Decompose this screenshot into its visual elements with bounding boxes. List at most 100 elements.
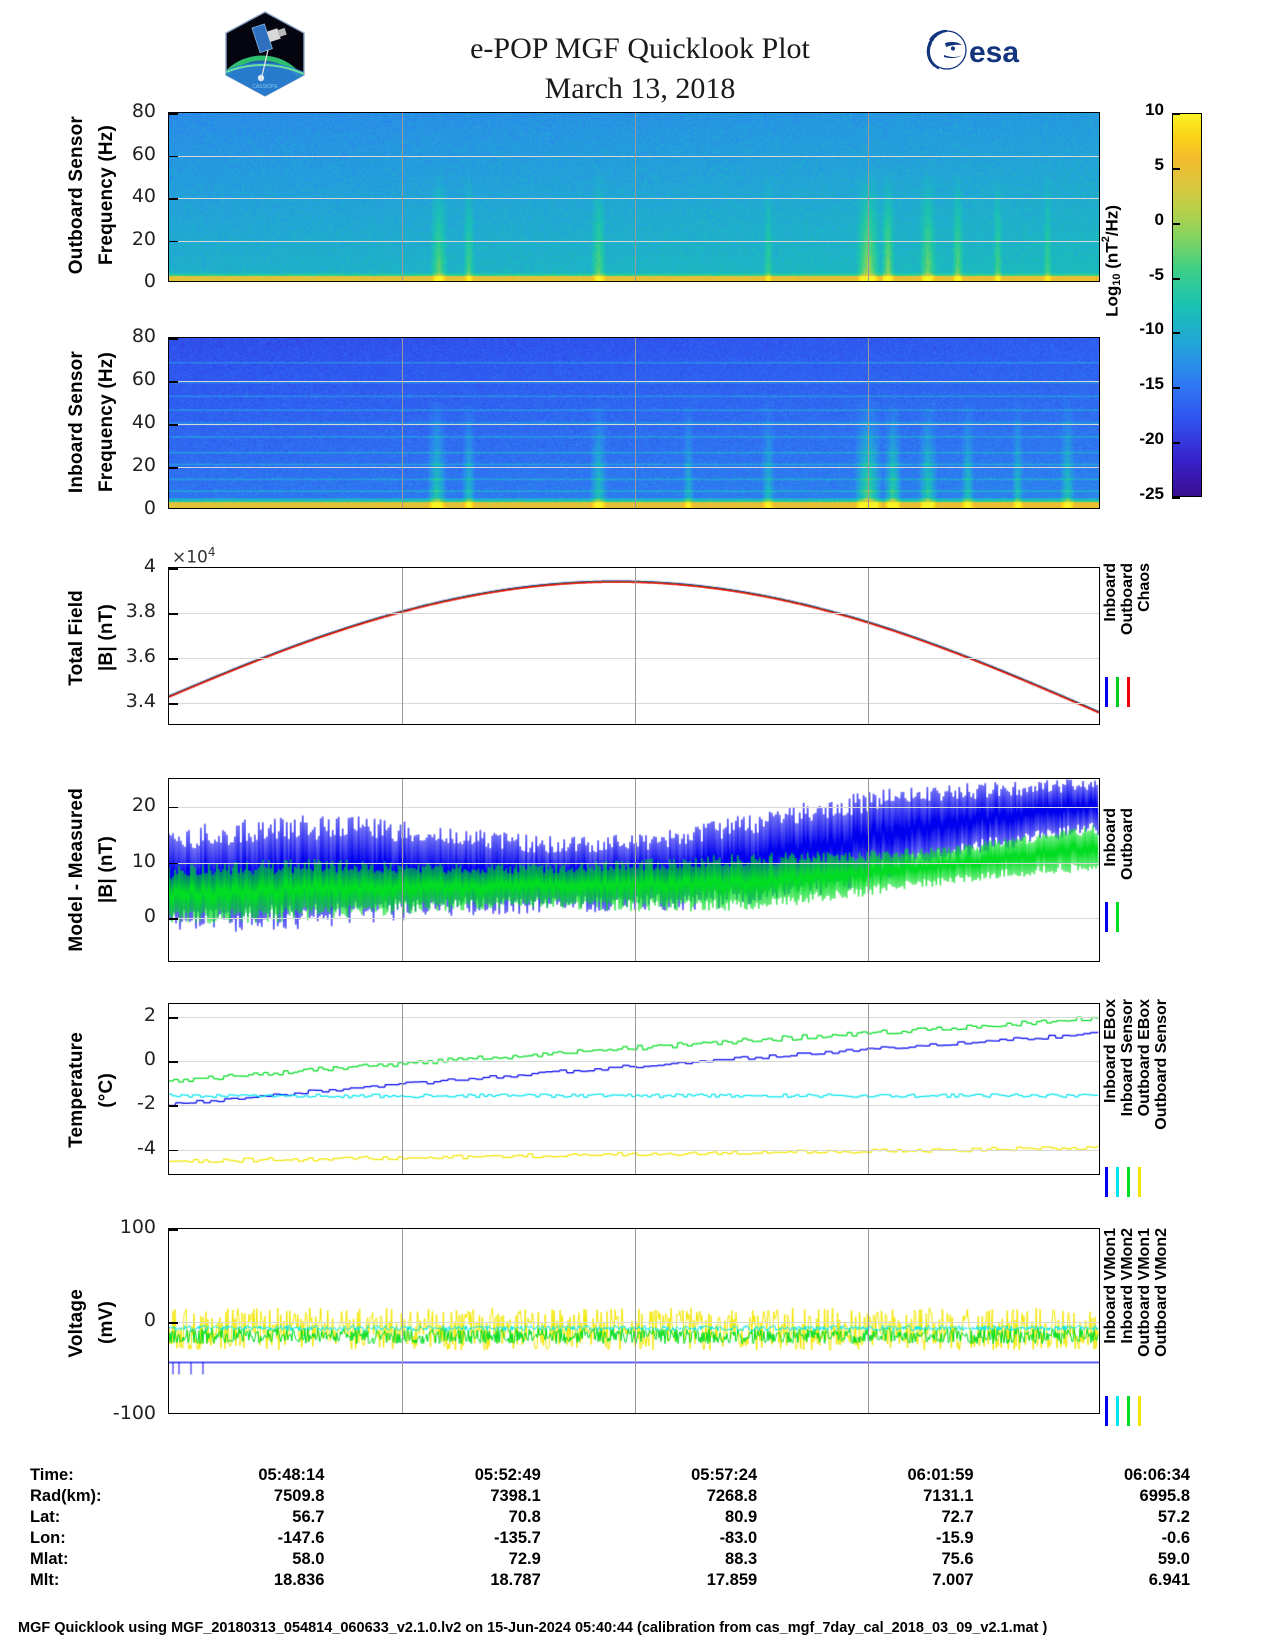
svg-text:CASSIOPE: CASSIOPE [252,84,278,90]
axis-tick [169,381,178,383]
colorbar-label-units: (nT [1102,242,1122,274]
row-value: -0.6 [1161,1529,1190,1547]
info-table-grid: Time: 05:48:14 05:52:49 05:57:24 06:01:59 06:… [30,1465,1190,1591]
colorbar-ticklabels: 10 5 0 -5 -10 -15 -20 -25 [1120,100,1168,505]
ytick-label: 60 [131,142,156,165]
row-label: Lon: [30,1529,66,1547]
legend-label: Inboard EBox [1102,999,1119,1104]
voltage-plot-area[interactable] [168,1228,1100,1414]
colorbar-tick [1172,113,1180,115]
table-row: Mlat: 58.0 72.9 88.3 75.6 59.0 [30,1549,1190,1570]
time-gridline [635,779,636,961]
gridline [169,613,1099,615]
table-row: Lon: -147.6 -135.7 -83.0 -15.9 -0.6 [30,1528,1190,1549]
panel-outboard-spectrogram: Outboard Sensor Frequency (Hz) 80 60 40 20 0 [0,100,1100,292]
table-row: Rad(km): 7509.8 7398.1 7268.8 7131.1 6995.8 [30,1486,1190,1507]
table-row: Mlt: 18.836 18.787 17.859 7.007 6.941 [30,1570,1190,1591]
axis-tick [169,1017,178,1019]
row-label: Rad(km): [30,1487,102,1505]
ytick-label: 0 [143,1309,156,1331]
time-gridline [402,113,403,281]
gridline [169,1061,1099,1063]
time-gridline [868,338,869,508]
row-value: 05:48:14 [258,1466,325,1484]
legend-swatch [1105,1396,1108,1426]
gridline [169,1017,1099,1019]
gridline [169,806,1099,808]
inboard-plot-area[interactable] [168,337,1100,509]
esa-wordmark: esa [969,36,1019,69]
time-gridline [402,779,403,961]
gridline [169,240,1099,242]
page-subtitle: March 13, 2018 [544,72,736,105]
row-value: 05:57:24 [691,1466,758,1484]
colorbar-tick-label: 5 [1154,154,1164,174]
legend-swatch [1105,1167,1108,1197]
mission-logo: CASSIOPE [222,10,308,98]
panel-model-minus-measured: Model - Measured |B| (nT) 20 10 0 Inboard O… [0,770,1200,970]
temperature-legend: Inboard EBox Inboard Sensor Outboard EBox O… [1102,999,1202,1164]
colorbar-tick-label: -5 [1148,264,1164,284]
colorbar-tick [1172,387,1180,390]
colorbar-tickmarks [1172,113,1202,499]
ytick-label: -2 [137,1092,156,1115]
axis-tick [169,424,178,426]
ytick-label: 0 [143,270,156,292]
ytick-label: 10 [131,849,156,872]
row-value: 18.787 [490,1571,541,1589]
legend-label: Inboard Sensor [1119,999,1136,1117]
gridline [169,862,1099,864]
gridline [169,918,1099,920]
gridline [169,658,1099,660]
axis-tick [169,658,178,660]
legend-swatch [1138,1396,1141,1426]
legend-label: Outboard [1119,563,1136,635]
time-gridline [635,113,636,281]
axis-tick [169,568,178,570]
total-field-plot-area[interactable] [168,567,1100,725]
mm-plot-area[interactable] [168,778,1100,962]
temp-ylabel-line1: Temperature [65,1032,87,1148]
row-value: 72.9 [508,1550,541,1568]
gridline [169,198,1099,199]
ytick-label: 0 [143,905,156,928]
colorbar-tick [1172,277,1180,280]
temp-plot-area[interactable] [168,1003,1100,1175]
axis-tick [169,1105,178,1108]
legend-label: Inboard [1102,563,1119,622]
axis-tick [169,806,178,809]
row-value: 6.941 [1148,1571,1190,1589]
legend-swatch [1105,677,1108,707]
colorbar-tick-label: -15 [1139,374,1164,394]
time-gridline [635,1229,636,1413]
legend-swatch [1116,1167,1119,1197]
total-field-legend-swatches [1102,677,1198,711]
outboard-plot-area[interactable] [168,112,1100,282]
mm-legend: Inboard Outboard [1102,808,1198,898]
row-label: Mlt: [30,1571,60,1589]
axis-tick [169,1149,178,1152]
ytick-label: 3.4 [125,690,156,713]
exponent-base: ×10 [172,547,208,568]
row-value: 05:52:49 [474,1466,541,1484]
gridline [169,381,1099,382]
legend-label: Outboard VMon1 [1136,1228,1153,1357]
esa-logo: esa [925,28,1045,72]
row-value: 75.6 [941,1550,974,1568]
row-label: Mlat: [30,1550,69,1568]
row-value: 57.2 [1157,1508,1190,1526]
axis-tick [169,1229,178,1231]
legend-label: Chaos [1136,563,1153,612]
row-value: 72.7 [941,1508,974,1526]
legend-swatch [1116,902,1119,932]
total-field-ylabel-line1: Total Field [65,589,87,686]
colorbar-tick-label: -10 [1139,319,1164,339]
legend-label: Outboard Sensor [1153,999,1170,1130]
axis-tick [169,918,178,920]
gridline [169,703,1099,705]
footer-note: MGF Quicklook using MGF_20180313_054814_… [18,1620,1048,1636]
panel-temperature: Temperature (°C) 2 0 -2 -4 Inboard EBox Inbo… [0,995,1202,1197]
voltage-yticks: 100 0 -100 [100,1216,162,1424]
page-title: e-POP MGF Quicklook Plot [470,32,810,65]
ytick-label: 20 [131,454,156,476]
